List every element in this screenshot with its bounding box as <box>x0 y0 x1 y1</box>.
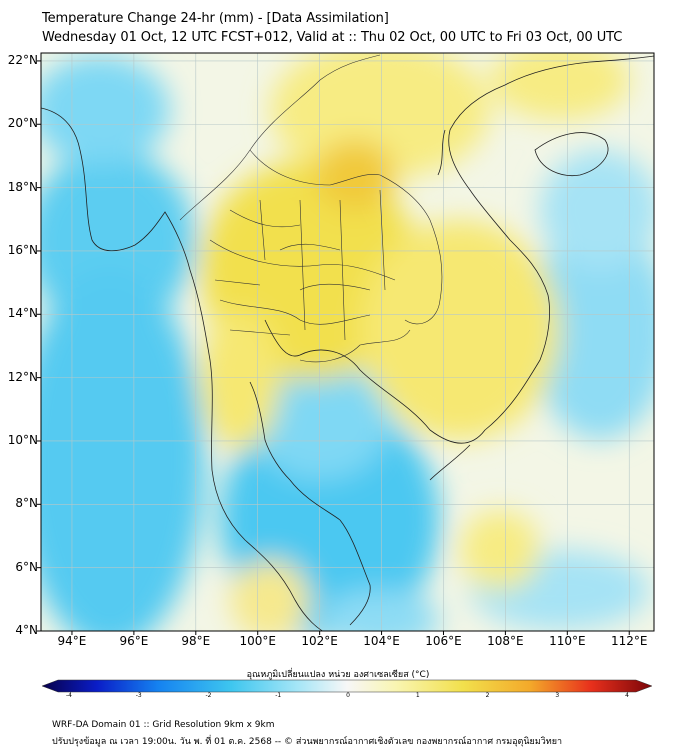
colorbar-tick-label: 1 <box>415 692 420 699</box>
lat-label: 10°N <box>7 432 38 447</box>
lon-label: 102°E <box>301 634 338 648</box>
colorbar-tick-label: 3 <box>555 692 560 699</box>
colorbar-tick-label: -4 <box>66 692 72 699</box>
lon-label: 108°E <box>487 634 524 648</box>
lon-label: 112°E <box>610 634 648 648</box>
colorbar-label: อุณหภูมิเปลี่ยนแปลง หน่วย องศาเซลเซียส (… <box>246 670 430 680</box>
colorbar-tick-label: -3 <box>135 692 142 699</box>
lat-label: 8°N <box>15 496 38 511</box>
chart-title: Temperature Change 24-hr (mm) - [Data As… <box>42 11 389 26</box>
graticule <box>41 53 654 631</box>
lon-label: 94°E <box>57 634 87 648</box>
lon-label: 106°E <box>425 634 462 648</box>
colorbar-tick-label: -1 <box>275 692 282 699</box>
lat-label: 16°N <box>7 242 38 257</box>
country-borders <box>179 54 443 363</box>
lat-label: 18°N <box>7 179 38 194</box>
colorbar-tick-label: 0 <box>346 692 350 699</box>
colorbar-tick-label: 4 <box>625 692 629 699</box>
chart-subtitle: Wednesday 01 Oct, 12 UTC FCST+012, Valid… <box>42 30 623 45</box>
lat-label: 12°N <box>7 369 38 384</box>
lon-label: 110°E <box>549 634 586 648</box>
lon-label: 96°E <box>119 634 149 648</box>
footer-credit: ปรับปรุงข้อมูล ณ เวลา 19:00น. วัน พ. ที่… <box>52 737 563 747</box>
lat-label: 22°N <box>7 52 38 67</box>
lat-label: 20°N <box>7 116 38 131</box>
lat-label: 4°N <box>15 623 38 637</box>
lon-label: 98°E <box>181 634 211 648</box>
footer-resolution: WRF-DA Domain 01 :: Grid Resolution 9km … <box>52 720 275 730</box>
colorbar <box>41 679 653 693</box>
colorbar-tick-label: 2 <box>485 692 490 699</box>
coastlines <box>41 55 654 631</box>
colorbar-tick-label: -2 <box>205 692 212 699</box>
temperature-field <box>41 53 654 631</box>
map-frame <box>40 52 655 632</box>
lat-label: 14°N <box>7 306 38 321</box>
lat-label: 6°N <box>15 559 38 574</box>
lon-label: 100°E <box>239 634 276 648</box>
lon-label: 104°E <box>363 634 400 648</box>
